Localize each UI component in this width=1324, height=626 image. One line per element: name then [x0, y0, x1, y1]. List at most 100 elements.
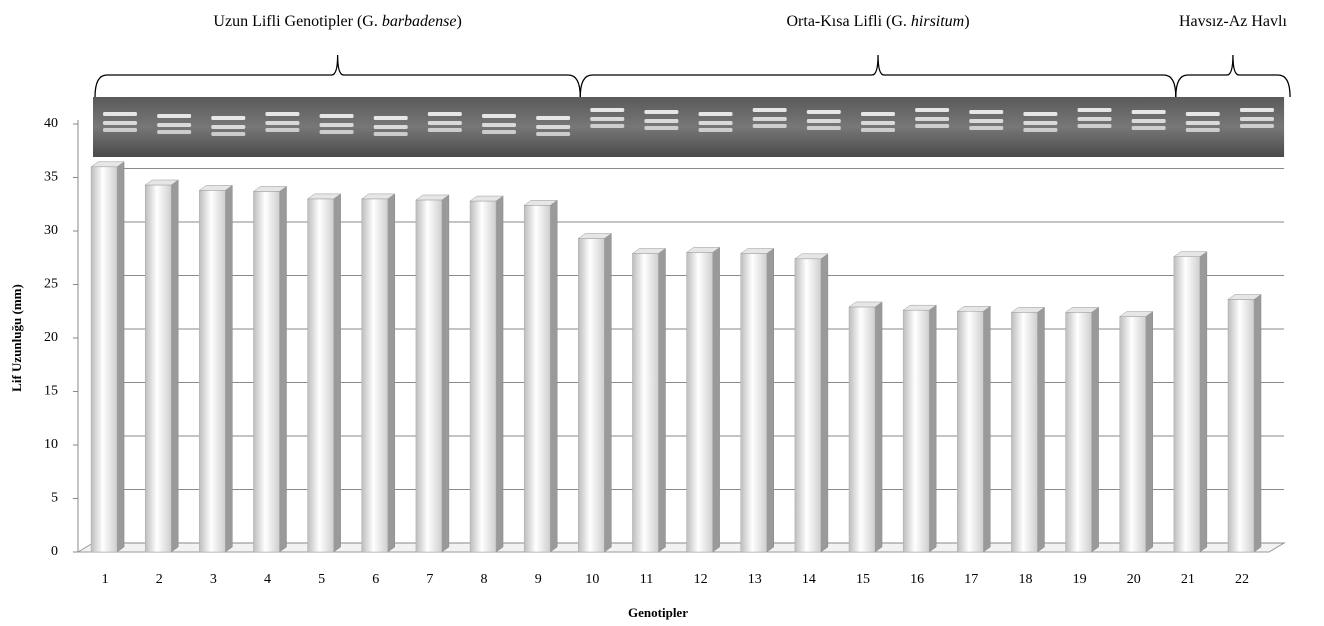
- x-tick-label: 19: [1073, 572, 1087, 587]
- gel-band: [644, 126, 678, 130]
- group-label-species: hirsitum: [911, 13, 964, 30]
- group-label: Uzun Lifli Genotipler (G.barbadense): [213, 13, 461, 30]
- group-bracket: [95, 55, 580, 97]
- gel-band: [482, 130, 516, 134]
- bar: [362, 199, 388, 552]
- x-tick-label: 14: [802, 572, 816, 587]
- gel-band: [1240, 117, 1274, 121]
- gel-band: [753, 124, 787, 128]
- gel-band: [482, 114, 516, 118]
- gel-image: [93, 97, 1284, 157]
- bar-side: [767, 248, 774, 552]
- x-tick-label: 8: [481, 572, 488, 587]
- x-tick-label: 21: [1181, 572, 1195, 587]
- gel-band: [428, 112, 462, 116]
- y-tick-label: 15: [44, 384, 58, 399]
- gel-band: [915, 124, 949, 128]
- group-label-text: Havsız-Az Havlı: [1179, 13, 1288, 30]
- gel-band: [699, 121, 733, 125]
- gel-band: [699, 128, 733, 132]
- gel-band: [1078, 124, 1112, 128]
- gel-band: [536, 132, 570, 136]
- gel-band: [644, 119, 678, 123]
- gel-band: [969, 126, 1003, 130]
- bar-side: [1200, 252, 1207, 552]
- gel-band: [590, 124, 624, 128]
- bar: [741, 253, 767, 552]
- bar-side: [1254, 294, 1261, 552]
- gel-band: [428, 128, 462, 132]
- group-label-text: Uzun Lifli Genotipler (G.: [213, 13, 377, 30]
- group-bracket: [1176, 55, 1290, 97]
- bar: [957, 311, 983, 552]
- gel-band: [699, 112, 733, 116]
- gel-band: [374, 116, 408, 120]
- gel-band: [211, 125, 245, 129]
- gel-band: [1023, 121, 1057, 125]
- bar: [1011, 312, 1037, 552]
- gel-band: [265, 128, 299, 132]
- y-tick-label: 35: [44, 170, 58, 185]
- x-tick-label: 1: [102, 572, 109, 587]
- gel-band: [807, 126, 841, 130]
- bar: [1120, 317, 1146, 552]
- chart: Lif Uzunluğu (mm) Genotipler 05101520253…: [0, 0, 1324, 626]
- y-tick-label: 10: [44, 437, 58, 452]
- gel-band: [265, 112, 299, 116]
- bar: [687, 252, 713, 552]
- gel-band: [320, 114, 354, 118]
- bar-side: [604, 233, 611, 552]
- bar-side: [334, 194, 341, 552]
- gel-band: [1186, 121, 1220, 125]
- bar-side: [1092, 307, 1099, 552]
- bar-side: [1037, 307, 1044, 552]
- gel-band: [1132, 126, 1166, 130]
- x-tick-label: 17: [964, 572, 978, 587]
- bar-side: [983, 306, 990, 552]
- group-label: Orta-Kısa Lifli (G.hirsitum): [786, 13, 969, 30]
- bar-side: [875, 302, 882, 552]
- x-tick-label: 22: [1235, 572, 1249, 587]
- bar-side: [496, 196, 503, 552]
- gel-band: [1023, 128, 1057, 132]
- group-label-suffix: ): [456, 13, 461, 30]
- group-bracket: [580, 55, 1176, 97]
- x-tick-label: 4: [264, 572, 271, 587]
- x-tick-label: 9: [535, 572, 542, 587]
- gel-band: [1023, 112, 1057, 116]
- group-label-suffix: ): [964, 13, 969, 30]
- gel-band: [861, 121, 895, 125]
- y-tick-label: 20: [44, 330, 58, 345]
- gel-band: [320, 130, 354, 134]
- gel-band: [969, 119, 1003, 123]
- gel-band: [1132, 119, 1166, 123]
- bar: [253, 191, 279, 552]
- gel-band: [374, 132, 408, 136]
- gel-band: [374, 125, 408, 129]
- bar: [849, 307, 875, 552]
- y-tick-label: 0: [51, 544, 58, 559]
- bar-side: [929, 305, 936, 552]
- bar-side: [171, 180, 178, 552]
- y-tick-label: 25: [44, 277, 58, 292]
- bar-side: [821, 254, 828, 552]
- y-tick-label: 40: [44, 116, 58, 131]
- bar: [91, 167, 117, 552]
- bar-side: [658, 248, 665, 552]
- bar: [308, 199, 334, 552]
- gel-band: [590, 108, 624, 112]
- gel-band: [915, 117, 949, 121]
- bar-side: [713, 247, 720, 552]
- group-label: Havsız-Az Havlı: [1179, 13, 1288, 30]
- gel-band: [861, 112, 895, 116]
- gel-band: [969, 110, 1003, 114]
- bar-side: [442, 195, 449, 552]
- bar: [470, 201, 496, 552]
- x-axis-title: Genotipler: [628, 605, 688, 620]
- gel-band: [1186, 112, 1220, 116]
- gel-band: [482, 123, 516, 127]
- gel-band: [1132, 110, 1166, 114]
- bar: [632, 253, 658, 552]
- page: Lif Uzunluğu (mm) Genotipler 05101520253…: [0, 0, 1324, 626]
- gel-band: [807, 119, 841, 123]
